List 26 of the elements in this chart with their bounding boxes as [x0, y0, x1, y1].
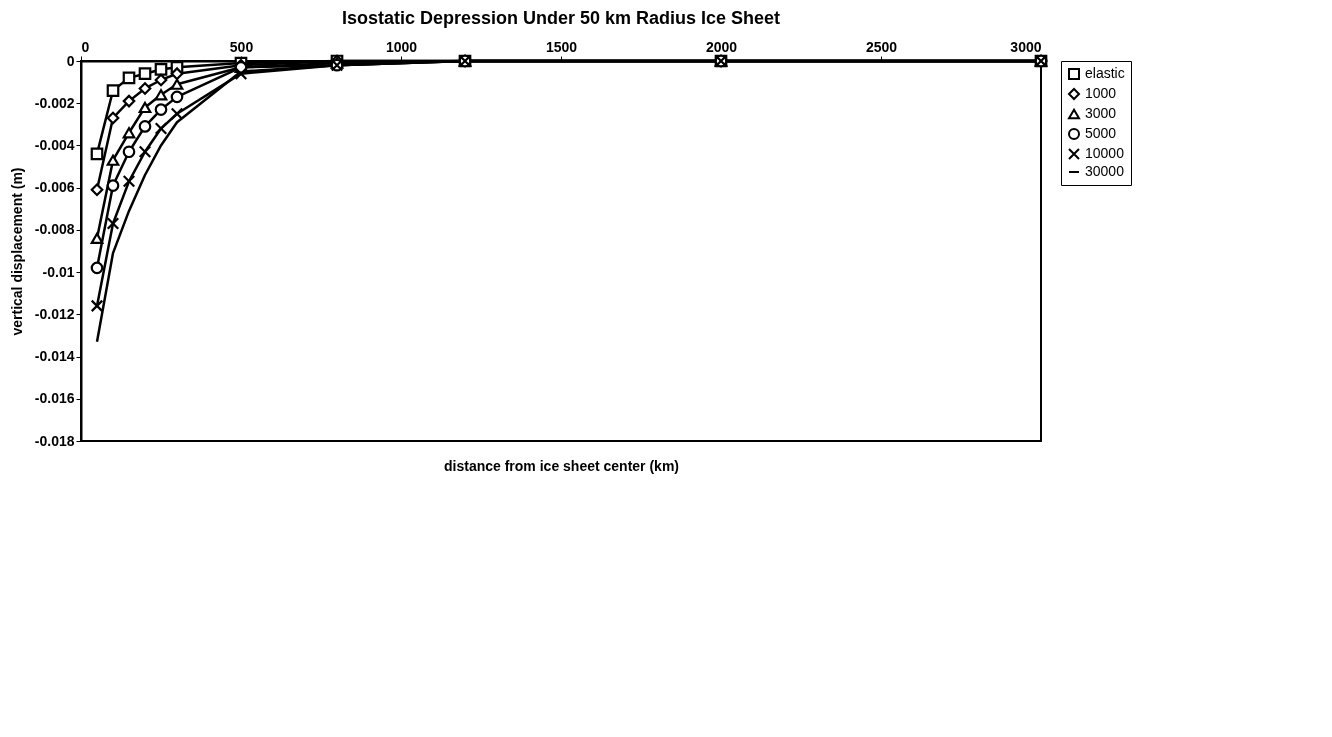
legend-label: 30000 — [1085, 163, 1125, 179]
y-tick-label: 0 — [66, 52, 75, 69]
legend-label: elastic — [1085, 65, 1125, 81]
y-tick-label: -0.014 — [34, 348, 75, 365]
y-tick-label: -0.018 — [34, 432, 75, 449]
x-tick-label: 500 — [229, 38, 254, 55]
x-tick-label: 2500 — [865, 38, 898, 55]
x-tick-label: 1500 — [545, 38, 578, 55]
x-tick-label: 2000 — [705, 38, 738, 55]
y-tick-label: -0.002 — [34, 94, 75, 111]
x-tick-label: 3000 — [1010, 38, 1042, 55]
x-tick-label: 0 — [81, 38, 90, 55]
chart-title: Isostatic Depression Under 50 km Radius Ice Sheet — [341, 8, 781, 28]
y-tick-label: -0.008 — [34, 221, 75, 238]
legend-label: 10000 — [1085, 145, 1125, 161]
y-tick-label: -0.012 — [34, 305, 75, 322]
y-tick-label: -0.006 — [34, 179, 75, 196]
legend-label: 1000 — [1085, 85, 1117, 101]
y-tick-label: -0.016 — [34, 390, 75, 407]
y-tick-label: -0.004 — [34, 136, 75, 153]
legend-label: 5000 — [1085, 125, 1117, 141]
x-axis-title: distance from ice sheet center (km) — [444, 457, 679, 474]
x-tick-label: 1000 — [385, 38, 418, 55]
legend-label: 3000 — [1085, 105, 1117, 121]
y-axis-title: vertical displacement (m) — [8, 167, 25, 336]
y-tick-label: -0.01 — [42, 263, 75, 280]
